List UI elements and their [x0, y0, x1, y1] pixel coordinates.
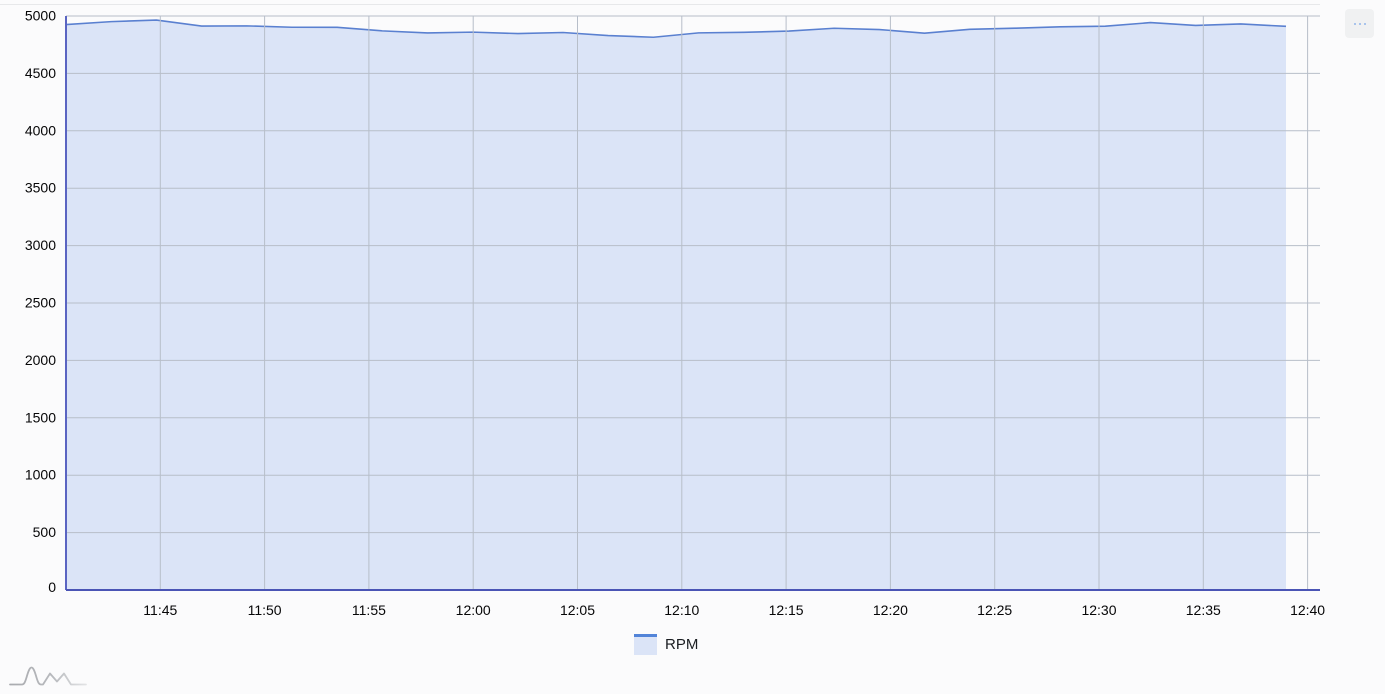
svg-text:12:00: 12:00 [456, 602, 491, 618]
svg-text:11:45: 11:45 [143, 602, 177, 618]
svg-text:12:40: 12:40 [1290, 602, 1325, 618]
svg-text:1500: 1500 [25, 409, 56, 425]
svg-text:4500: 4500 [25, 65, 56, 81]
svg-text:0: 0 [48, 579, 56, 595]
svg-text:3000: 3000 [25, 237, 56, 253]
svg-text:11:55: 11:55 [352, 602, 386, 618]
svg-text:12:05: 12:05 [560, 602, 595, 618]
svg-text:11:50: 11:50 [248, 602, 282, 618]
svg-text:500: 500 [33, 524, 57, 540]
svg-text:12:35: 12:35 [1186, 602, 1221, 618]
svg-text:12:30: 12:30 [1081, 602, 1116, 618]
svg-text:4000: 4000 [25, 122, 56, 138]
svg-text:2500: 2500 [25, 295, 56, 311]
svg-text:12:15: 12:15 [769, 602, 804, 618]
svg-text:1000: 1000 [25, 467, 56, 483]
svg-text:2000: 2000 [25, 352, 56, 368]
svg-text:12:25: 12:25 [977, 602, 1012, 618]
svg-text:12:10: 12:10 [664, 602, 699, 618]
svg-text:5000: 5000 [25, 8, 56, 24]
svg-text:3500: 3500 [25, 180, 56, 196]
svg-text:12:20: 12:20 [873, 602, 908, 618]
